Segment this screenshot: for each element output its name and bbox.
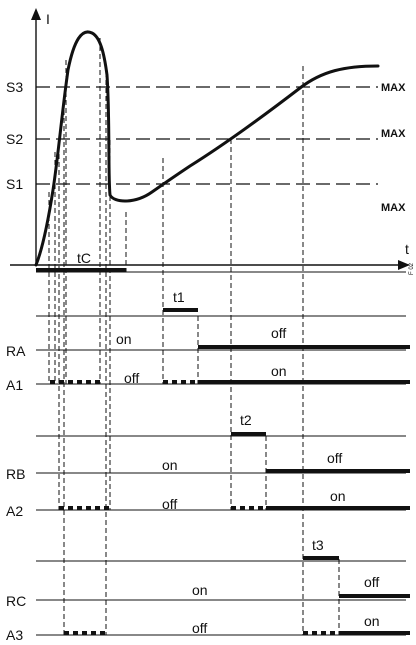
y-axis-arrow-icon xyxy=(31,8,41,20)
current-curve xyxy=(34,30,380,267)
a2-on-label: on xyxy=(330,488,346,504)
timer-label-t1: t1 xyxy=(173,289,185,305)
rc-on-label: on xyxy=(192,582,208,598)
a1-off-label: off xyxy=(124,370,139,386)
max-label-s3: MAX xyxy=(381,82,406,94)
x-axis-label: t xyxy=(405,241,409,257)
a3-off-label: off xyxy=(192,620,207,636)
row-label-rb: RB xyxy=(6,466,25,482)
ra-off-label: off xyxy=(271,325,286,341)
timer-label-t3: t3 xyxy=(312,537,324,553)
timer-label-tc: tC xyxy=(77,250,91,266)
level-label-s2: S2 xyxy=(6,131,23,147)
y-axis-label: I xyxy=(46,11,50,27)
rb-off-label: off xyxy=(327,450,342,466)
row-label-rc: RC xyxy=(6,593,26,609)
x-axis-arrow-icon xyxy=(398,260,410,270)
rc-off-label: off xyxy=(364,574,379,590)
level-label-s3: S3 xyxy=(6,79,23,95)
row-label-ra: RA xyxy=(6,343,26,359)
row-label-a1: A1 xyxy=(6,377,23,393)
row-label-a2: A2 xyxy=(6,503,23,519)
max-label-s1: MAX xyxy=(381,202,406,214)
level-label-s1: S1 xyxy=(6,176,23,192)
max-label-s2: MAX xyxy=(381,128,406,140)
a1-on-label: on xyxy=(271,363,287,379)
row-label-a3: A3 xyxy=(6,627,23,643)
a2-off-label: off xyxy=(162,496,177,512)
figure-code: F 02 xyxy=(409,262,415,275)
timer-label-t2: t2 xyxy=(240,412,252,428)
a3-on-label: on xyxy=(364,613,380,629)
ra-on-label: on xyxy=(116,331,132,347)
rb-on-label: on xyxy=(162,457,178,473)
